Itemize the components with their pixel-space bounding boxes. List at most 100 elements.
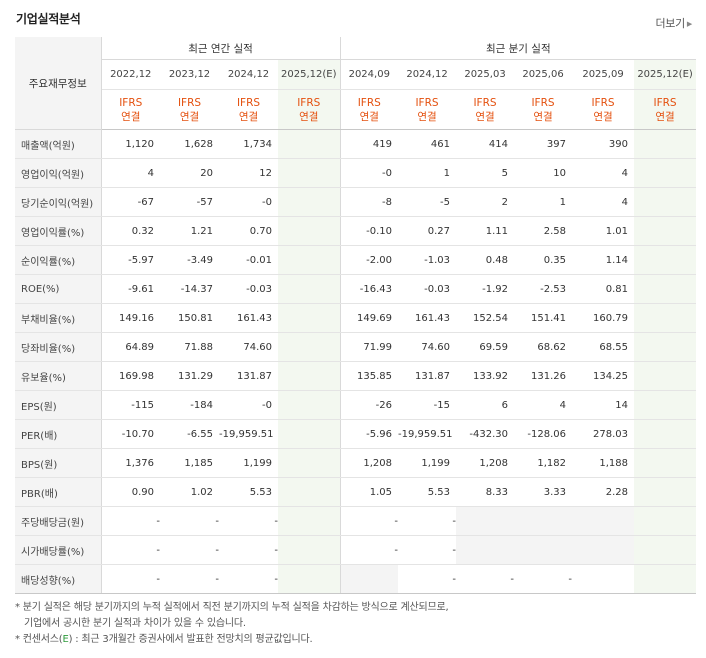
table-row: 영업이익률(%) 0.32 1.21 0.70 -0.10 0.27 1.11 2.58 1.0… <box>15 216 697 246</box>
table-cell: - <box>398 564 457 594</box>
table-cell: - <box>398 535 457 565</box>
table-cell: - <box>456 564 515 594</box>
table-cell: 1.02 <box>160 477 219 507</box>
table-cell <box>634 216 697 246</box>
table-cell: 0.90 <box>101 477 160 507</box>
period-header: 2022,12 <box>101 59 160 90</box>
table-cell: 12 <box>219 158 278 188</box>
table-cell: -0.01 <box>219 245 278 275</box>
table-cell: 152.54 <box>456 303 515 333</box>
ifrs-label: IFRS <box>119 96 143 109</box>
table-cell: 6 <box>456 390 515 420</box>
ifrs-label: IFRS <box>297 96 321 109</box>
consolidation-label: 연결 <box>238 110 259 123</box>
table-cell <box>278 448 341 478</box>
table-cell: - <box>398 506 457 536</box>
ifrs-header: IFRS 연결 <box>514 89 573 130</box>
table-row: 순이익률(%) -5.97 -3.49 -0.01 -2.00 -1.03 0.48 0.35… <box>15 245 697 275</box>
section-header: 기업실적분석 더보기 ▶ <box>10 10 696 30</box>
table-cell: -19,959.51 <box>398 419 457 449</box>
table-cell: - <box>514 564 573 594</box>
footnote-2: * 컨센서스(E) : 최근 3개월간 증권사에서 발표한 전망치의 평균값입니… <box>15 634 313 645</box>
period-header: 2025,12(E) <box>634 59 697 90</box>
table-cell: 1,199 <box>219 448 278 478</box>
row-label: EPS(원) <box>15 390 102 420</box>
financial-table: 주요재무정보 최근 연간 실적 최근 분기 실적 2022,12 2023,12 2… <box>15 37 697 594</box>
section-title: 기업실적분석 <box>16 12 81 26</box>
table-row: 부채비율(%) 149.16 150.81 161.43 149.69 161.43 152… <box>15 303 697 333</box>
row-label: 당기순이익(억원) <box>15 187 102 217</box>
table-cell: 68.55 <box>572 332 635 362</box>
table-cell: -9.61 <box>101 274 160 304</box>
table-cell: -3.49 <box>160 245 219 275</box>
table-cell: -0.03 <box>398 274 457 304</box>
table-row: 배당성향(%) - - - - - - <box>15 564 697 594</box>
table-cell: 151.41 <box>514 303 573 333</box>
table-cell: -16.43 <box>340 274 399 304</box>
table-cell <box>634 245 697 275</box>
ifrs-header: IFRS 연결 <box>340 89 399 130</box>
ifrs-label: IFRS <box>473 96 497 109</box>
table-cell <box>278 332 341 362</box>
group-annual-header: 최근 연간 실적 <box>101 37 341 60</box>
row-label: PBR(배) <box>15 477 102 507</box>
table-cell: 161.43 <box>219 303 278 333</box>
table-cell: 419 <box>340 129 399 159</box>
ifrs-label: IFRS <box>236 96 261 109</box>
table-cell: 1,376 <box>101 448 160 478</box>
table-row: BPS(원) 1,376 1,185 1,199 1,208 1,199 1,208 1,18… <box>15 448 697 478</box>
table-cell: 131.29 <box>160 361 219 391</box>
ifrs-header: IFRS 연결 <box>634 89 697 130</box>
table-cell: 2.58 <box>514 216 573 246</box>
table-cell: 1,188 <box>572 448 635 478</box>
table-cell: 4 <box>572 158 635 188</box>
table-cell: -26 <box>340 390 399 420</box>
table-cell <box>456 535 515 565</box>
ifrs-header: IFRS 연결 <box>219 89 278 130</box>
ifrs-label: IFRS <box>415 96 439 109</box>
table-cell: - <box>340 506 399 536</box>
table-cell: 461 <box>398 129 457 159</box>
table-cell: 1.05 <box>340 477 399 507</box>
table-cell: -1.03 <box>398 245 457 275</box>
period-header: 2025,06 <box>514 59 573 90</box>
table-cell <box>278 274 341 304</box>
table-cell <box>456 506 515 536</box>
table-cell: -57 <box>160 187 219 217</box>
table-cell: 0.48 <box>456 245 515 275</box>
chevron-right-icon: ▶ <box>686 20 692 28</box>
table-cell: 131.87 <box>398 361 457 391</box>
table-cell <box>278 419 341 449</box>
table-cell: -0 <box>340 158 399 188</box>
ifrs-header: IFRS 연결 <box>456 89 515 130</box>
table-cell <box>634 303 697 333</box>
table-cell: 2.28 <box>572 477 635 507</box>
ifrs-label: IFRS <box>653 96 677 109</box>
table-cell: - <box>101 506 160 536</box>
table-cell <box>634 506 697 536</box>
table-cell: - <box>101 535 160 565</box>
consolidation-label: 연결 <box>359 110 379 123</box>
more-link[interactable]: 더보기 ▶ <box>655 15 692 31</box>
table-cell: 133.92 <box>456 361 515 391</box>
ifrs-header: IFRS 연결 <box>398 89 457 130</box>
row-label: BPS(원) <box>15 448 102 478</box>
table-cell <box>514 506 573 536</box>
table-cell: 161.43 <box>398 303 457 333</box>
table-cell: 2 <box>456 187 515 217</box>
table-cell: -19,959.51 <box>219 419 278 449</box>
table-cell: 68.62 <box>514 332 573 362</box>
table-cell: -67 <box>101 187 160 217</box>
table-row: EPS(원) -115 -184 -0 -26 -15 6 4 14 <box>15 390 697 420</box>
table-cell: 8.33 <box>456 477 515 507</box>
table-cell: 1,185 <box>160 448 219 478</box>
table-cell <box>278 245 341 275</box>
consolidation-label: 연결 <box>179 110 200 123</box>
table-cell <box>278 158 341 188</box>
consolidation-label: 연결 <box>121 110 141 123</box>
row-label: 부채비율(%) <box>15 303 102 333</box>
table-cell: 0.70 <box>219 216 278 246</box>
table-cell: 5.53 <box>398 477 457 507</box>
table-cell: 1.11 <box>456 216 515 246</box>
ifrs-header: IFRS 연결 <box>101 89 160 130</box>
